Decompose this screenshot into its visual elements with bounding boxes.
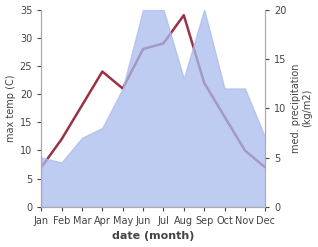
Y-axis label: med. precipitation
(kg/m2): med. precipitation (kg/m2): [291, 63, 313, 153]
Y-axis label: max temp (C): max temp (C): [5, 74, 16, 142]
X-axis label: date (month): date (month): [112, 231, 194, 242]
